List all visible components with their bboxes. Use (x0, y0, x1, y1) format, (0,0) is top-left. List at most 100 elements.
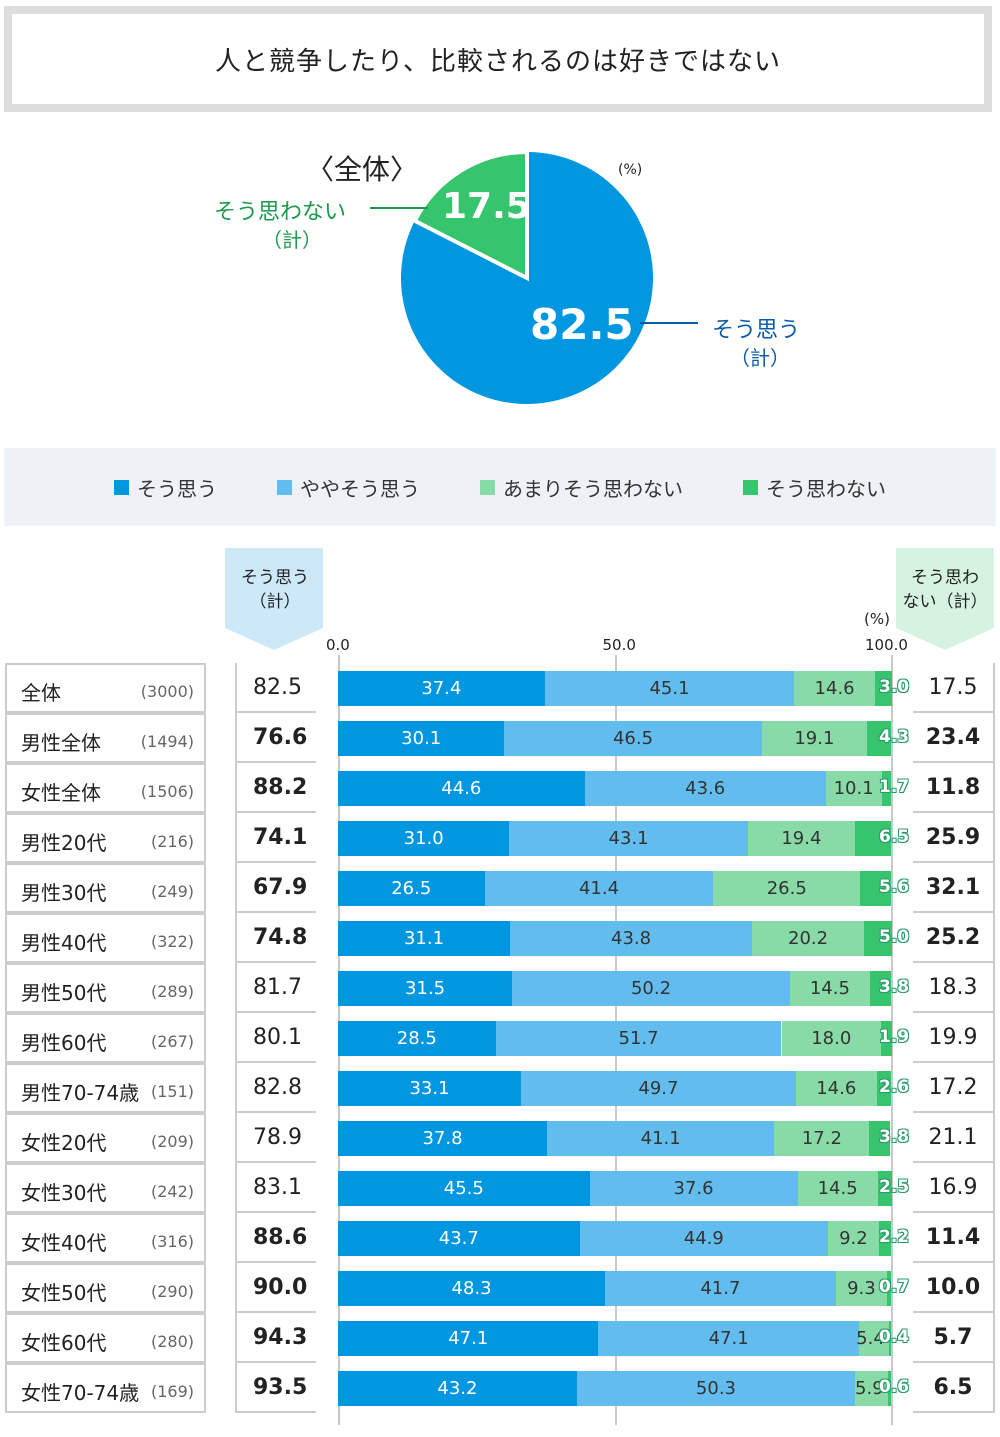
bar-segment-1: 26.5 (338, 871, 485, 906)
pie-no-value: 17.5 (442, 186, 531, 227)
no-total-value: 25.9 (913, 813, 995, 863)
row-label-box: 男性70-74歳 (151) (5, 1063, 206, 1113)
row-sample-size: (267) (150, 1031, 194, 1051)
yes-total-value: 90.0 (235, 1263, 316, 1313)
legend-item: そう思わない (743, 473, 886, 502)
bar-segment-3: 10.1 (825, 771, 882, 806)
yes-total-value: 80.1 (235, 1013, 316, 1063)
bar-data-label: 43.1 (608, 828, 649, 849)
row-label-box: 女性40代 (316) (5, 1213, 206, 1263)
bar-data-label: 3.0 (879, 677, 910, 697)
row-label-box: 女性全体 (1506) (5, 763, 206, 813)
pie-unit: (%) (618, 162, 643, 178)
no-total-value: 17.2 (913, 1063, 995, 1113)
bar-segment-1: 28.5 (338, 1021, 496, 1056)
bar-data-label: 14.5 (817, 1178, 858, 1199)
bar-data-label: 6.5 (879, 827, 910, 847)
row-label-box: 女性60代 (280) (5, 1313, 206, 1363)
bar-data-label: 37.6 (673, 1178, 714, 1199)
x-tick-label: 100.0 (865, 636, 908, 654)
legend-swatch (743, 479, 758, 495)
header-no-total: そう思わ ない（計） (902, 568, 988, 612)
bar-data-label: 45.5 (443, 1178, 484, 1199)
yes-total-value: 82.8 (235, 1063, 316, 1113)
bar-data-label: 43.8 (611, 928, 652, 949)
no-total-value: 25.2 (913, 913, 995, 963)
yes-total-value: 93.5 (235, 1363, 316, 1413)
bar-segment-4 (876, 1071, 891, 1106)
row-label-box: 男性全体 (1494) (5, 713, 206, 763)
bar-segment-4 (869, 1121, 891, 1156)
row-label-box: 女性30代 (242) (5, 1163, 206, 1213)
bar-segment-1: 37.4 (338, 671, 545, 706)
yes-total-value: 76.6 (235, 713, 316, 763)
bar-segment-1: 31.0 (338, 821, 510, 856)
legend-label: ややそう思う (300, 476, 420, 501)
bar-segment-3: 14.6 (794, 671, 875, 706)
no-total-value: 6.5 (913, 1363, 995, 1413)
bar-data-label: 41.4 (578, 878, 620, 899)
bar-segment-4 (863, 921, 892, 956)
row-sample-size: (216) (150, 831, 194, 851)
bar-data-label: 14.6 (816, 1078, 857, 1099)
pie-yes-value: 82.5 (530, 300, 634, 349)
bar-segment-4 (869, 971, 891, 1006)
row-label: 女性全体 (21, 780, 101, 805)
bar-segment-3: 9.3 (835, 1271, 888, 1306)
bar-segment-1: 43.7 (338, 1221, 580, 1256)
no-total-value: 11.4 (913, 1213, 995, 1263)
row-label-box: 全体 (3000) (5, 663, 206, 713)
bar-data-label: 45.1 (649, 678, 690, 699)
bar-data-label: 9.2 (839, 1228, 868, 1249)
x-tick-label: 50.0 (602, 636, 636, 654)
bar-data-label: 43.6 (685, 778, 726, 799)
row-label: 女性40代 (21, 1230, 107, 1255)
bar-segment-2: 44.9 (579, 1221, 828, 1256)
row-sample-size: (242) (150, 1181, 194, 1201)
row-label: 男性40代 (21, 930, 107, 955)
row-sample-size: (289) (150, 981, 194, 1001)
bar-segment-4 (860, 871, 891, 906)
bar-segment-3: 18.0 (781, 1021, 882, 1056)
row-label-box: 女性20代 (209) (5, 1113, 206, 1163)
bar-segment-4 (878, 1221, 891, 1256)
yes-total-value: 74.1 (235, 813, 316, 863)
row-label-box: 男性20代 (216) (5, 813, 206, 863)
pie-no-sub: （計） (262, 228, 322, 252)
row-label-box: 男性40代 (322) (5, 913, 206, 963)
bar-segment-3: 14.5 (789, 971, 870, 1006)
legend: そう思う ややそう思う あまりそう思わない そう思わない (4, 448, 996, 526)
bar-segment-4 (887, 1271, 891, 1306)
pie-yes-sub: （計） (730, 346, 790, 370)
legend-item: そう思う (114, 473, 217, 502)
bar-segment-1: 48.3 (338, 1271, 606, 1306)
bar-segment-3: 5.4 (856, 1321, 889, 1356)
bar-data-label: 43.2 (437, 1378, 478, 1399)
bar-segment-2: 43.6 (584, 771, 826, 806)
row-sample-size: (169) (150, 1381, 194, 1401)
bar-data-label: 5.9 (855, 1378, 884, 1399)
bar-segment-3: 19.4 (747, 821, 856, 856)
legend-swatch (114, 479, 129, 495)
row-label-box: 男性60代 (267) (5, 1013, 206, 1063)
bar-segment-2: 45.1 (544, 671, 795, 706)
bar-data-label: 28.5 (396, 1028, 437, 1049)
row-sample-size: (290) (150, 1281, 194, 1301)
row-label-box: 男性50代 (289) (5, 963, 206, 1013)
bar-segment-2: 41.4 (484, 871, 714, 906)
row-sample-size: (1494) (140, 731, 194, 751)
row-label: 全体 (21, 680, 61, 705)
bar-data-label: 19.1 (794, 728, 835, 749)
row-label: 男性50代 (21, 980, 107, 1005)
row-label: 男性70-74歳 (21, 1080, 140, 1105)
no-total-value: 10.0 (913, 1263, 995, 1313)
bar-segment-3: 26.5 (713, 871, 861, 906)
yes-total-value: 83.1 (235, 1163, 316, 1213)
row-label: 男性30代 (21, 880, 107, 905)
row-sample-size: (1506) (140, 781, 194, 801)
bar-data-label: 1.9 (879, 1027, 910, 1047)
legend-item: あまりそう思わない (480, 473, 683, 502)
bar-segment-2: 41.1 (547, 1121, 775, 1156)
bar-segment-2: 51.7 (495, 1021, 782, 1056)
legend-label: あまりそう思わない (503, 476, 683, 501)
